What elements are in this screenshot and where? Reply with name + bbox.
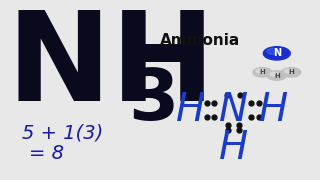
Text: N: N <box>273 48 281 58</box>
Circle shape <box>267 71 286 80</box>
Text: N: N <box>219 91 248 129</box>
Circle shape <box>267 48 279 54</box>
Text: 5 + 1(3): 5 + 1(3) <box>22 123 104 142</box>
Text: = 8: = 8 <box>29 144 64 163</box>
Text: 3: 3 <box>128 66 178 135</box>
Circle shape <box>253 68 272 77</box>
Text: Ammonia: Ammonia <box>160 33 240 48</box>
Circle shape <box>270 72 278 76</box>
Text: H: H <box>260 69 265 75</box>
Circle shape <box>256 69 263 73</box>
Circle shape <box>282 68 301 77</box>
Text: H: H <box>176 91 205 129</box>
Circle shape <box>284 69 292 73</box>
Text: H: H <box>274 73 280 78</box>
Text: NH: NH <box>6 6 216 127</box>
Circle shape <box>263 47 290 60</box>
Text: H: H <box>219 129 248 167</box>
Text: H: H <box>259 91 288 129</box>
Text: H: H <box>288 69 294 75</box>
